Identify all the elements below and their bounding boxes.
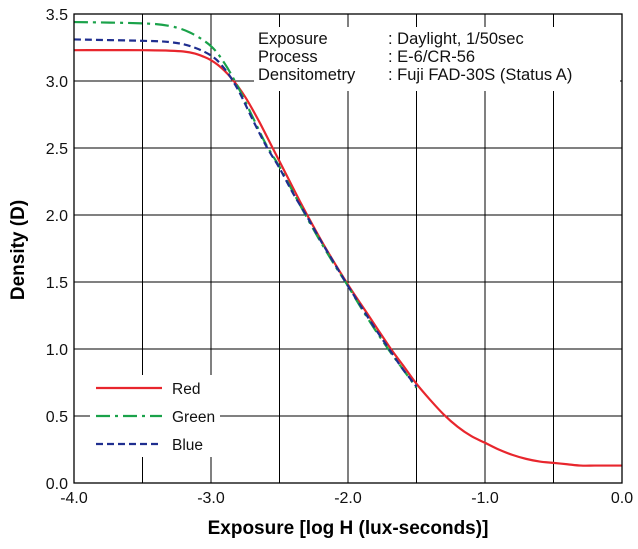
annotation-value: : Fuji FAD-30S (Status A) xyxy=(388,66,572,84)
plot-frame xyxy=(73,13,623,484)
legend-label-blue: Blue xyxy=(172,437,203,454)
x-tick-label: -1.0 xyxy=(471,490,499,507)
annotation-background xyxy=(254,27,620,91)
y-tick-label: 0.5 xyxy=(46,409,68,426)
series-line-blue xyxy=(73,38,418,388)
x-axis-title: Exposure [log H (lux-seconds)] xyxy=(208,518,489,539)
y-tick-label: 1.5 xyxy=(46,275,68,292)
x-tick-label: -2.0 xyxy=(334,490,362,507)
legend: Red Green Blue xyxy=(90,375,220,457)
annotation-label: Densitometry xyxy=(258,66,356,84)
series-curves xyxy=(73,20,622,467)
plot-area-border xyxy=(73,13,623,484)
legend-label-green: Green xyxy=(172,409,215,426)
y-tick-label: 3.5 xyxy=(46,7,68,24)
y-tick-label: 0.0 xyxy=(46,476,68,493)
annotation-box: Exposure : Daylight, 1/50sec Process : E-6/… xyxy=(254,27,620,91)
y-axis-title: Density (D) xyxy=(8,200,29,300)
x-tick-label: 0.0 xyxy=(611,490,633,507)
y-tick-label: 1.0 xyxy=(46,342,68,359)
y-tick-label: 2.5 xyxy=(46,141,68,158)
tick-labels: -4.0 -3.0 -2.0 -1.0 0.0 0.0 0.5 1.0 1.5 2.0 2.5 3.0… xyxy=(46,7,633,507)
series-line-red xyxy=(73,48,622,467)
x-tick-label: -4.0 xyxy=(60,490,88,507)
annotation-label: Exposure xyxy=(258,30,328,48)
annotation-value: : E-6/CR-56 xyxy=(388,48,475,66)
x-tick-label: -3.0 xyxy=(197,490,225,507)
legend-label-red: Red xyxy=(172,381,200,398)
annotation-label: Process xyxy=(258,48,318,66)
y-tick-label: 2.0 xyxy=(46,208,68,225)
annotation-value: : Daylight, 1/50sec xyxy=(388,30,524,48)
series-line-green xyxy=(73,20,418,389)
y-tick-label: 3.0 xyxy=(46,74,68,91)
